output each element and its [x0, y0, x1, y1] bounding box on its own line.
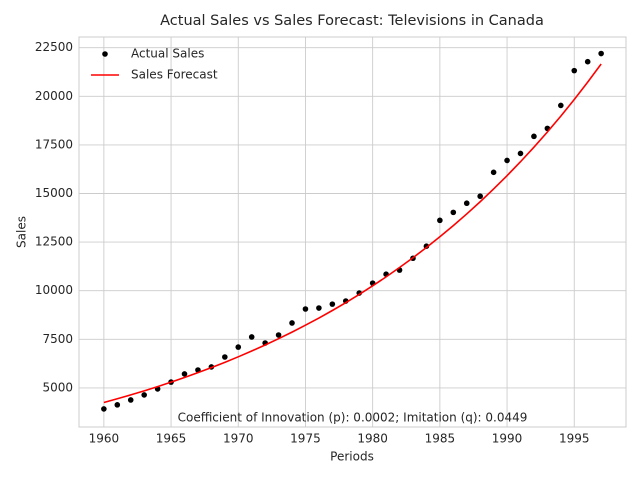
data-point [316, 305, 322, 311]
forecast-line [103, 63, 602, 404]
data-point [517, 150, 524, 157]
legend-label: Sales Forecast [131, 68, 218, 82]
data-point [101, 406, 107, 412]
data-point [141, 392, 147, 398]
data-point [531, 133, 537, 140]
plot-frame [78, 36, 627, 428]
data-point [504, 157, 510, 164]
y-tick-label: 12500 [35, 235, 73, 249]
data-point [558, 102, 564, 109]
x-tick-label: 1995 [559, 432, 590, 446]
data-point [490, 169, 497, 176]
data-point [329, 301, 336, 307]
legend-marker [102, 51, 108, 57]
y-tick-label: 20000 [35, 89, 73, 103]
x-axis-label: Periods [330, 450, 374, 464]
x-tick-label: 1965 [156, 432, 187, 446]
y-tick-label: 22500 [35, 40, 73, 54]
data-point [248, 334, 255, 340]
data-point [127, 397, 134, 403]
y-axis-label: Sales [15, 216, 29, 248]
x-tick-label: 1985 [425, 432, 456, 446]
data-point [450, 209, 457, 216]
data-point [571, 67, 578, 74]
annotation: Coefficient of Innovation (p): 0.0002; I… [178, 411, 528, 425]
data-point [114, 402, 121, 408]
y-tick-label: 17500 [35, 137, 73, 151]
data-point [477, 193, 483, 200]
legend-label: Actual Sales [131, 47, 204, 61]
data-point [463, 200, 470, 207]
y-tick-label: 5000 [42, 380, 73, 394]
x-tick-label: 1980 [357, 432, 388, 446]
data-point [222, 354, 228, 360]
x-tick-label: 1990 [492, 432, 523, 446]
data-point [181, 371, 188, 377]
data-point [584, 58, 591, 65]
x-tick-label: 1960 [89, 432, 120, 446]
x-tick-label: 1970 [223, 432, 254, 446]
chart-title: Actual Sales vs Sales Forecast: Televisi… [160, 13, 544, 29]
data-point [302, 306, 309, 312]
data-point [437, 217, 443, 224]
data-point [598, 50, 604, 57]
y-tick-label: 7500 [42, 332, 73, 346]
y-tick-label: 15000 [35, 186, 73, 200]
x-tick-label: 1975 [290, 432, 321, 446]
data-point [289, 320, 295, 326]
data-point [275, 332, 282, 338]
data-point [235, 344, 242, 350]
y-tick-label: 10000 [35, 283, 73, 297]
